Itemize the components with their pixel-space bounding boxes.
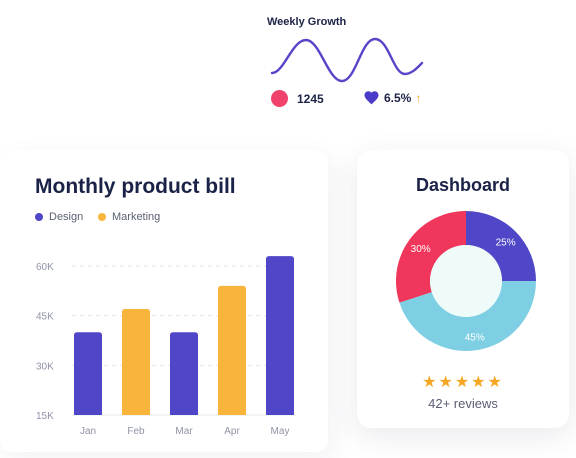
legend-dot-design bbox=[35, 213, 43, 221]
legend-dot-marketing bbox=[98, 213, 106, 221]
bar-apr[interactable] bbox=[218, 285, 246, 415]
star-icon: ★ bbox=[454, 374, 472, 391]
bar-jan[interactable] bbox=[74, 332, 102, 415]
y-tick-label: 45K bbox=[36, 312, 54, 323]
y-tick-label: 60K bbox=[36, 262, 54, 273]
monthly-bill-title: Monthly product bill bbox=[35, 175, 236, 198]
monthly-bill-bar-chart: 15K 30K 45K 60K Jan Feb Mar Apr May bbox=[36, 256, 296, 437]
star-icon: ★ bbox=[438, 374, 455, 391]
y-tick-label: 30K bbox=[36, 361, 54, 372]
donut-slice-25[interactable] bbox=[466, 211, 536, 281]
star-icon: ★ bbox=[471, 374, 488, 391]
growth-percent: 6.5% bbox=[384, 90, 412, 105]
legend-label-design: Design bbox=[49, 211, 84, 223]
arrow-up-icon: ↑ bbox=[415, 90, 422, 105]
donut-slice-label: 25% bbox=[496, 237, 516, 248]
donut-slice-30[interactable] bbox=[396, 211, 466, 303]
x-tick-label: Apr bbox=[224, 426, 240, 437]
x-tick-label: May bbox=[271, 426, 290, 437]
dashboard-card: Dashboard 25% 45% 30% ★★★★★ 42+ reviews bbox=[357, 150, 569, 428]
bar-feb[interactable] bbox=[122, 309, 150, 415]
legend-item-design: Design bbox=[35, 211, 83, 223]
x-tick-label: Feb bbox=[127, 426, 145, 437]
bar-may[interactable] bbox=[266, 256, 294, 415]
star-icon: ★ bbox=[487, 374, 504, 391]
weekly-growth-title: Weekly Growth bbox=[267, 16, 347, 28]
donut-slice-45[interactable] bbox=[399, 281, 536, 351]
growth-percent-stat: 6.5% ↑ bbox=[363, 90, 421, 105]
growth-count-stat: 1245 bbox=[271, 90, 324, 107]
donut-slice-label: 45% bbox=[465, 332, 485, 343]
donut-slice-label: 30% bbox=[411, 244, 431, 255]
y-tick-label: 15K bbox=[36, 411, 54, 422]
x-tick-label: Jan bbox=[80, 426, 96, 437]
donut-chart: 25% 45% 30% bbox=[396, 211, 536, 351]
dashboard-title: Dashboard bbox=[415, 175, 511, 195]
reviews-count: 42+ reviews bbox=[428, 396, 498, 411]
red-dot-icon bbox=[271, 90, 288, 107]
star-icon: ★ bbox=[422, 374, 439, 391]
rating-stars: ★★★★★ bbox=[357, 372, 569, 392]
bar-mar[interactable] bbox=[170, 332, 198, 415]
heart-icon bbox=[364, 91, 379, 105]
donut-chart-wrap: 25% 45% 30% bbox=[393, 208, 539, 354]
growth-count: 1245 bbox=[297, 91, 324, 106]
growth-wave-line bbox=[270, 37, 424, 83]
monthly-bill-card: Monthly product bill Design Marketing 15… bbox=[0, 150, 328, 452]
x-tick-label: Mar bbox=[175, 426, 193, 437]
donut-center bbox=[430, 245, 502, 317]
weekly-growth-widget: Weekly Growth 1245 6.5% ↑ bbox=[262, 6, 462, 116]
legend-item-marketing: Marketing bbox=[98, 211, 160, 223]
legend-label-marketing: Marketing bbox=[112, 211, 161, 223]
